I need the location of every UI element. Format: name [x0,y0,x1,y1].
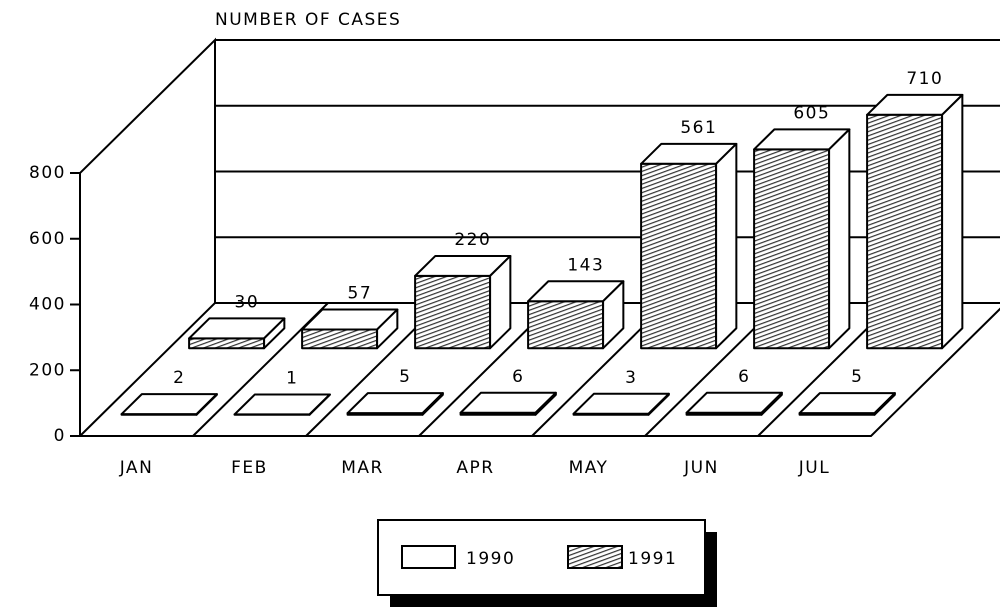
bar [685,391,783,416]
value-label: 561 [680,118,717,138]
bar-side [489,254,512,350]
bar-side [828,128,851,350]
y-tick-label: 400 [29,295,66,315]
bar [527,280,625,350]
x-tick-label: JUN [683,458,719,478]
bar-front [188,337,266,350]
bar [120,393,218,416]
value-label: 2 [173,368,185,388]
bar-front [527,300,605,350]
bar-front [866,113,944,350]
bar [572,392,670,416]
y-tick-label: 0 [54,426,66,446]
bar-top [120,393,218,416]
value-label: 143 [567,255,604,275]
bar-side [941,93,964,350]
value-label: 5 [851,367,863,387]
bar-side [376,308,399,350]
legend-swatch [401,545,456,569]
x-tick-label: MAR [341,458,384,478]
bar [798,392,896,416]
bar [414,254,512,350]
value-label: 57 [348,284,373,304]
bar-front [640,162,718,350]
left-wall [79,37,216,437]
value-label: 710 [906,69,943,89]
bar-front [414,274,492,350]
bar-front [753,148,831,350]
bar [640,142,738,350]
bar-top [233,393,331,416]
legend-label: 1990 [466,549,515,569]
bar-top [572,392,670,415]
legend-swatch [567,545,623,569]
bar-side [534,391,557,416]
y-tick-label: 600 [29,229,66,249]
bar-side [873,392,896,416]
value-label: 605 [793,103,830,123]
bar-side [263,317,286,350]
x-tick-label: JUL [798,458,830,478]
value-label: 220 [454,230,491,250]
x-tick-label: APR [456,458,494,478]
value-label: 6 [512,367,524,387]
value-label: 1 [286,368,298,388]
floor [80,307,1000,437]
x-tick-label: FEB [231,458,268,478]
bar [459,391,557,416]
value-label: 30 [235,292,260,312]
bar [346,392,444,416]
value-label: 6 [738,367,750,387]
bar [233,393,331,416]
legend-label: 1991 [628,549,677,569]
bar [301,308,399,350]
bar-front [301,328,379,350]
bar-side [308,393,331,416]
y-tick-label: 800 [29,163,66,183]
bar-side [421,392,444,416]
bar [753,128,851,350]
bar-side [195,393,218,416]
x-tick-label: MAY [569,458,609,478]
x-tick-label: JAN [119,458,154,478]
bar-side [715,142,738,350]
bar [188,317,286,350]
bar-side [647,392,670,416]
value-label: 5 [399,367,411,387]
value-label: 3 [625,368,637,388]
chart-title: NUMBER OF CASES [215,10,401,30]
bar-side [602,280,625,350]
legend: 1990 1991 [377,519,717,607]
bar [866,93,964,350]
y-tick-label: 200 [29,360,66,380]
bar-side [760,391,783,416]
